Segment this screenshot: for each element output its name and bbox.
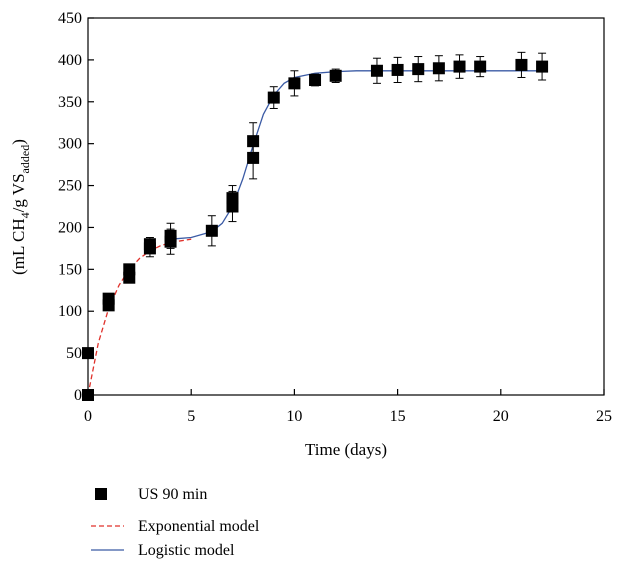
exponential-model-curve [87,238,192,396]
x-tick-label: 25 [596,408,612,425]
data-point [143,238,156,251]
data-point [370,64,383,77]
y-axis-title: (mL CH4/g VSadded) [9,139,32,275]
y-tick-label: 150 [58,261,82,278]
data-point [288,77,301,90]
y-tick-label: 100 [58,303,82,320]
y-axis-title-mid: /g VS [9,173,28,212]
data-point [391,63,404,76]
y-tick-label: 200 [58,219,82,236]
x-tick-label: 15 [390,408,406,425]
x-tick-label: 0 [84,408,92,425]
y-tick-label: 300 [58,136,82,153]
x-axis-title: Time (days) [305,440,387,459]
plot-frame [87,17,605,396]
y-tick-label: 350 [58,94,82,111]
legend-label-logistic: Logistic model [138,542,235,559]
data-point [515,58,528,71]
y-axis-title-vs-subscript: added [18,145,32,174]
legend: US 90 min Exponential model Logistic mod… [91,486,260,559]
legend-label-us90: US 90 min [138,486,207,503]
data-point [474,60,487,73]
data-point [432,62,445,75]
y-axis-title-open: (mL CH [9,218,28,275]
data-point [82,347,94,360]
y-tick-label: 450 [58,10,82,27]
x-tick-label: 20 [493,408,509,425]
y-tick-label: 250 [58,178,82,195]
data-point [329,69,342,82]
data-point [453,60,466,73]
data-point [164,229,177,242]
y-tick-label: 400 [58,52,82,69]
y-tick-label: 0 [74,387,82,404]
x-axis-ticks: 0 5 10 15 20 25 [84,389,612,425]
x-tick-label: 5 [187,408,195,425]
data-point [226,192,239,205]
logistic-model-curve [170,70,543,240]
model-curves [87,70,543,396]
data-point [123,263,136,276]
data-point [82,389,94,401]
data-point [309,73,322,86]
data-point [247,135,260,148]
x-tick-label: 10 [286,408,302,425]
y-axis-title-ch4-subscript: 4 [18,212,32,218]
data-point [102,292,115,305]
legend-marker-us90 [95,488,107,500]
y-tick-label: 50 [66,345,82,362]
y-axis-ticks: 0 50 100 150 200 250 300 350 400 450 [58,10,94,404]
data-point [205,224,218,237]
data-markers [82,51,549,401]
data-point [536,60,549,73]
data-point [267,91,280,104]
y-axis-title-close: ) [9,139,28,145]
legend-label-exponential: Exponential model [138,518,260,535]
data-point [412,63,425,76]
